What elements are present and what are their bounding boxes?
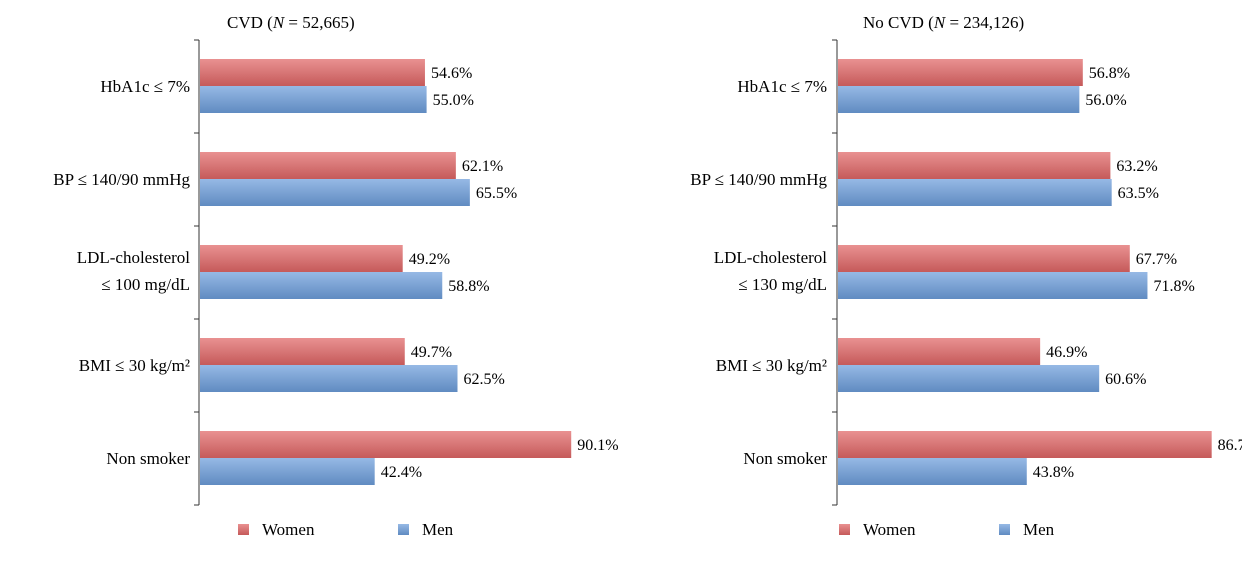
data-label: 49.7% [411, 344, 452, 361]
legend-label: Men [1023, 520, 1055, 539]
bar-men [200, 179, 470, 206]
bar-women [838, 59, 1083, 86]
bar-men [200, 365, 458, 392]
legend-swatch [398, 524, 409, 535]
data-label: 58.8% [448, 278, 489, 295]
chart-title: CVD (N = 52,665) [227, 13, 355, 32]
data-label: 67.7% [1136, 251, 1177, 268]
category-label: LDL-cholesterol ≤ 130 mg/dL [714, 248, 828, 294]
chart-no-cvd: No CVD (N = 234,126) HbA1c ≤ 7% 56.8% 56.0%… [621, 0, 1242, 567]
category-label: HbA1c ≤ 7% [737, 77, 827, 96]
data-label: 62.1% [462, 158, 503, 175]
bar-women [838, 431, 1212, 458]
bar-women [200, 431, 572, 458]
data-label: 54.6% [431, 65, 472, 82]
bar-women [200, 245, 403, 272]
bar-men [838, 458, 1027, 485]
bar-women [200, 338, 405, 365]
bar-women [838, 338, 1041, 365]
data-label: 60.6% [1105, 371, 1146, 388]
chart-title: No CVD (N = 234,126) [863, 13, 1024, 32]
legend-swatch [238, 524, 249, 535]
data-label: 56.8% [1089, 65, 1130, 82]
chart-svg: CVD (N = 52,665) HbA1c ≤ 7% 54.6% 55.0% BP ≤… [53, 13, 618, 539]
category-label: Non smoker [743, 449, 827, 468]
data-label: 55.0% [433, 92, 474, 109]
legend-swatch [999, 524, 1010, 535]
data-label: 49.2% [409, 251, 450, 268]
data-label: 63.5% [1118, 185, 1159, 202]
legend-label: Women [863, 520, 916, 539]
bar-women [200, 59, 425, 86]
bar-men [838, 86, 1080, 113]
category-label: HbA1c ≤ 7% [100, 77, 190, 96]
bar-men [200, 86, 427, 113]
bar-women [838, 245, 1130, 272]
chart-cvd: CVD (N = 52,665) HbA1c ≤ 7% 54.6% 55.0% BP ≤… [0, 0, 621, 567]
data-label: 65.5% [476, 185, 517, 202]
chart-svg: No CVD (N = 234,126) HbA1c ≤ 7% 56.8% 56.0%… [690, 13, 1242, 539]
bar-men [838, 365, 1100, 392]
bar-women [838, 152, 1111, 179]
category-label: BP ≤ 140/90 mmHg [53, 170, 190, 189]
category-label: LDL-cholesterol ≤ 100 mg/dL [77, 248, 191, 294]
bar-men [200, 458, 375, 485]
legend-label: Men [422, 520, 454, 539]
legend-swatch [839, 524, 850, 535]
data-label: 90.1% [577, 437, 618, 454]
data-label: 46.9% [1046, 344, 1087, 361]
bar-women [200, 152, 456, 179]
bar-men [838, 179, 1112, 206]
legend-label: Women [262, 520, 315, 539]
data-label: 71.8% [1153, 278, 1194, 295]
data-label: 43.8% [1033, 464, 1074, 481]
bar-men [200, 272, 443, 299]
data-label: 56.0% [1085, 92, 1126, 109]
category-label: BP ≤ 140/90 mmHg [690, 170, 827, 189]
data-label: 42.4% [381, 464, 422, 481]
category-label: Non smoker [106, 449, 190, 468]
bar-men [838, 272, 1148, 299]
category-label: BMI ≤ 30 kg/m² [716, 356, 827, 375]
data-label: 62.5% [464, 371, 505, 388]
data-label: 63.2% [1116, 158, 1157, 175]
data-label: 86.7% [1218, 437, 1242, 454]
category-label: BMI ≤ 30 kg/m² [79, 356, 190, 375]
